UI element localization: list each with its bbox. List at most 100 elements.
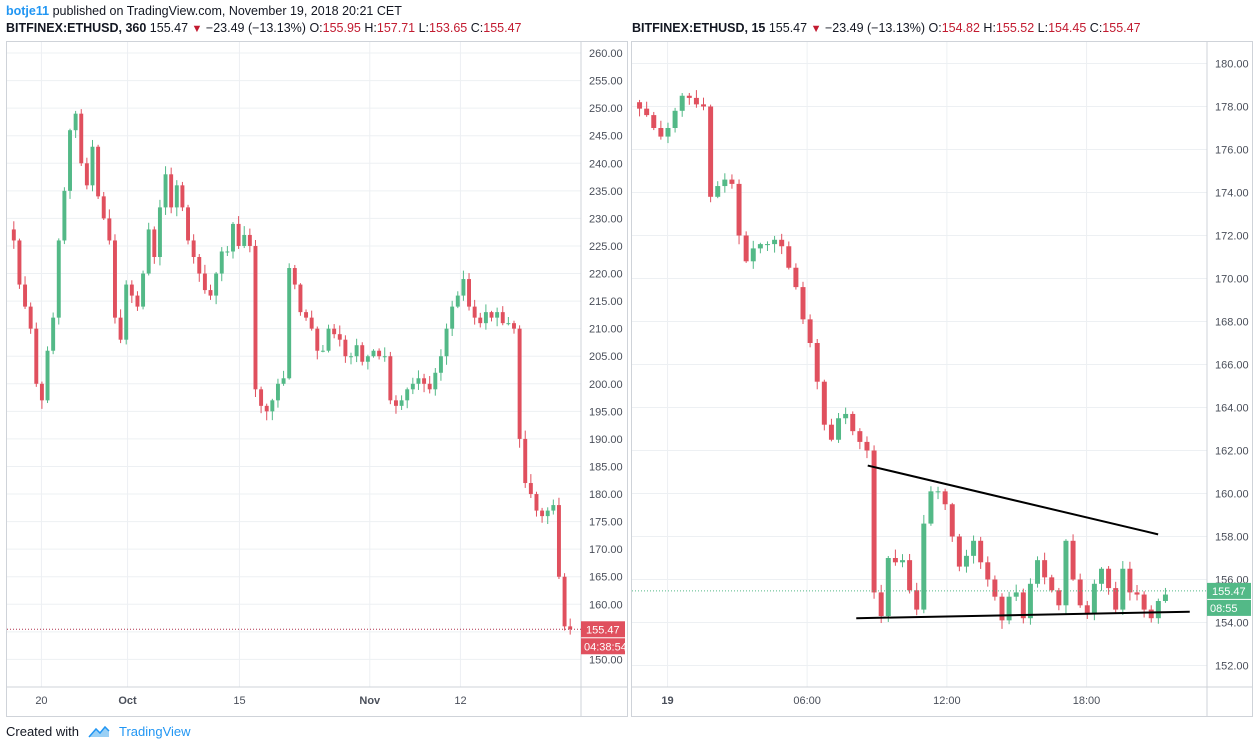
left-chart-svg[interactable]: 150.00155.00160.00165.00170.00175.00180.… bbox=[7, 42, 627, 716]
candle-body bbox=[39, 383, 44, 401]
author-link[interactable]: botje11 bbox=[6, 4, 50, 18]
candle-body bbox=[270, 400, 275, 412]
y-tick-label: 170.00 bbox=[589, 544, 623, 556]
candle-body bbox=[743, 235, 749, 262]
candle-body bbox=[644, 108, 650, 116]
right-high: 155.52 bbox=[995, 21, 1035, 35]
y-tick-label: 170.00 bbox=[1215, 274, 1249, 286]
y-tick-label: 164.00 bbox=[1215, 403, 1249, 415]
candle-body bbox=[971, 540, 977, 556]
candle-body bbox=[914, 590, 920, 610]
x-tick-label: 12:00 bbox=[933, 695, 961, 707]
candle-body bbox=[1134, 592, 1140, 595]
candle-body bbox=[349, 356, 353, 358]
candle-body bbox=[174, 185, 179, 208]
candle-body bbox=[388, 356, 393, 401]
left-symbol[interactable]: BITFINEX:ETHUSD, 360 bbox=[6, 21, 147, 35]
candle-body bbox=[315, 328, 320, 351]
y-tick-label: 168.00 bbox=[1215, 317, 1249, 329]
y-tick-label: 152.00 bbox=[1215, 661, 1249, 673]
countdown-label: 08:55 bbox=[1210, 603, 1238, 615]
candle-body bbox=[701, 104, 707, 107]
candle-body bbox=[51, 317, 56, 351]
candle-body bbox=[857, 431, 863, 442]
x-tick-label: 12 bbox=[454, 695, 466, 707]
candle-body bbox=[157, 207, 162, 257]
right-legend: BITFINEX:ETHUSD, 15 155.47 ▼ −23.49 (−13… bbox=[632, 21, 1141, 35]
y-tick-label: 210.00 bbox=[589, 324, 623, 336]
candle-body bbox=[107, 218, 112, 241]
candle-body bbox=[545, 510, 550, 517]
candle-body bbox=[242, 234, 247, 246]
countdown-box bbox=[1207, 599, 1251, 616]
right-chart-svg[interactable]: 152.00154.00156.00158.00160.00162.00164.… bbox=[632, 42, 1252, 716]
right-c-label: C: bbox=[1089, 21, 1103, 35]
x-tick-label: Nov bbox=[359, 695, 381, 707]
candle-body bbox=[467, 279, 471, 307]
y-tick-label: 178.00 bbox=[1215, 102, 1249, 114]
candle-body bbox=[512, 323, 516, 329]
candle-body bbox=[422, 378, 427, 384]
candle-body bbox=[264, 405, 269, 412]
candle-body bbox=[551, 505, 556, 511]
candle-body bbox=[864, 441, 870, 451]
candle-body bbox=[900, 560, 905, 563]
candle-body bbox=[779, 239, 785, 247]
candle-body bbox=[68, 130, 72, 191]
candle-body bbox=[169, 174, 174, 208]
candle-body bbox=[45, 350, 50, 401]
candle-body bbox=[843, 413, 849, 419]
candle-body bbox=[1035, 560, 1041, 584]
candle-body bbox=[534, 494, 539, 511]
x-tick-label: 19 bbox=[661, 695, 673, 707]
candle-body bbox=[528, 483, 533, 495]
candle-body bbox=[1127, 568, 1133, 593]
left-o-label: O: bbox=[309, 21, 323, 35]
left-l-label: L: bbox=[418, 21, 430, 35]
candle-body bbox=[73, 113, 78, 131]
trendline-lower bbox=[856, 610, 1190, 620]
right-symbol[interactable]: BITFINEX:ETHUSD, 15 bbox=[632, 21, 766, 35]
candle-body bbox=[1120, 568, 1126, 610]
y-tick-label: 230.00 bbox=[589, 213, 623, 225]
candle-body bbox=[343, 339, 348, 357]
candle-body bbox=[907, 560, 913, 591]
y-tick-label: 175.00 bbox=[589, 517, 623, 529]
tradingview-link[interactable]: TradingView bbox=[118, 724, 191, 739]
left-chart-panel[interactable]: 150.00155.00160.00165.00170.00175.00180.… bbox=[6, 41, 628, 717]
last-price-label: 155.47 bbox=[586, 624, 620, 636]
y-tick-label: 180.00 bbox=[1215, 59, 1249, 71]
right-chart-panel[interactable]: 152.00 154.00 156.00 158.00 160.00 162.00 164.… bbox=[631, 41, 1253, 717]
candle-body bbox=[191, 240, 196, 257]
y-tick-label: 172.00 bbox=[1215, 231, 1249, 243]
left-h-label: H: bbox=[364, 21, 377, 35]
candle-body bbox=[679, 95, 685, 111]
candle-body bbox=[399, 400, 404, 406]
candle-body bbox=[556, 505, 561, 577]
candle-body bbox=[152, 229, 157, 257]
candle-body bbox=[1013, 592, 1019, 597]
footer: Created with TradingView bbox=[6, 724, 191, 739]
candle-body bbox=[96, 146, 101, 197]
y-tick-label: 160.00 bbox=[1215, 489, 1249, 501]
candle-body bbox=[500, 312, 505, 324]
candle-body bbox=[708, 106, 714, 197]
candle-body bbox=[79, 113, 84, 164]
y-tick-label: 174.00 bbox=[1215, 188, 1249, 200]
candle-body bbox=[1098, 568, 1104, 584]
candle-body bbox=[371, 350, 376, 357]
candle-body bbox=[1162, 594, 1168, 601]
x-tick-label: 15 bbox=[233, 695, 245, 707]
candle-body bbox=[113, 240, 117, 318]
candle-body bbox=[118, 317, 123, 340]
candle-body bbox=[978, 540, 984, 563]
last-price-box bbox=[1207, 582, 1251, 599]
candle-body bbox=[1148, 609, 1154, 619]
left-high: 157.71 bbox=[376, 21, 416, 35]
candle-body bbox=[438, 356, 443, 373]
candle-body bbox=[405, 389, 410, 401]
candle-body bbox=[693, 97, 699, 105]
candle-body bbox=[506, 323, 511, 325]
candle-body bbox=[332, 328, 337, 335]
candle-body bbox=[665, 128, 671, 137]
